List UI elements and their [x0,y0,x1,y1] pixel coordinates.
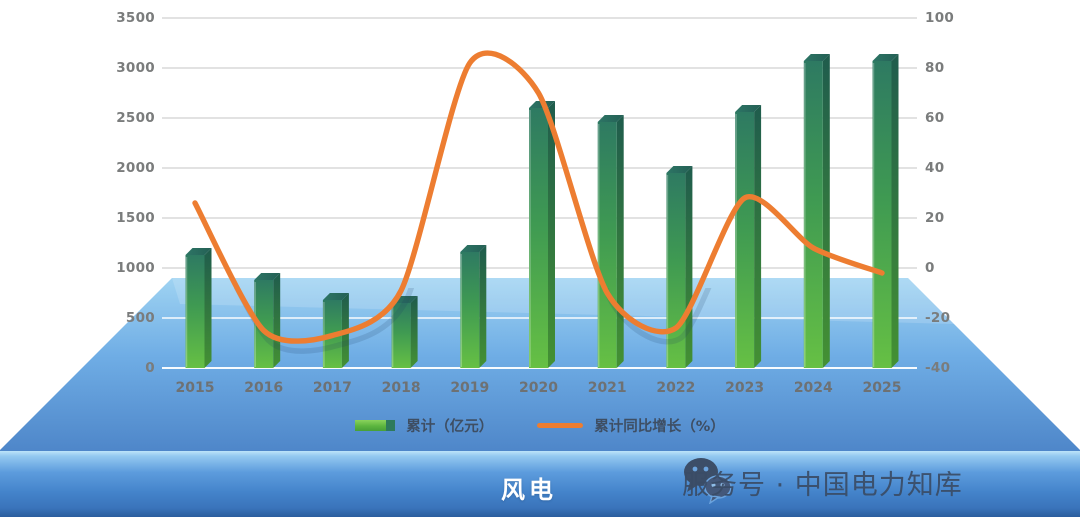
bar-2016 [254,273,281,368]
bar-2018 [391,296,418,368]
brand-text: 服务号 · 中国电力知库 [682,469,963,501]
footer-band [0,451,1080,517]
bar-2025 [872,54,899,368]
bar-2019 [460,245,487,368]
bar-2024 [803,54,830,368]
legend-label-line-series: 累计同比增长（%） [594,418,725,435]
wechat-icon [684,458,732,504]
bar-series-swatch-icon [355,419,396,431]
bar-2020 [529,101,555,368]
bar-2021 [597,115,624,368]
line-series-swatch-icon [537,422,584,428]
growth-line [192,50,885,344]
legend-label-bar-series: 累计（亿元） [406,418,494,435]
bar-swatch-cap [386,419,396,431]
brand-watermark: 服务号 · 中国电力知库 [682,456,963,508]
chart-legend: 累计（亿元） 累计同比增长（%） [0,413,1080,437]
growth-line-shadow [197,288,890,354]
bar-2015 [185,248,212,368]
bar-2023 [735,105,762,368]
bar-swatch-body [355,419,387,431]
chart-title: 风电 [501,476,557,504]
